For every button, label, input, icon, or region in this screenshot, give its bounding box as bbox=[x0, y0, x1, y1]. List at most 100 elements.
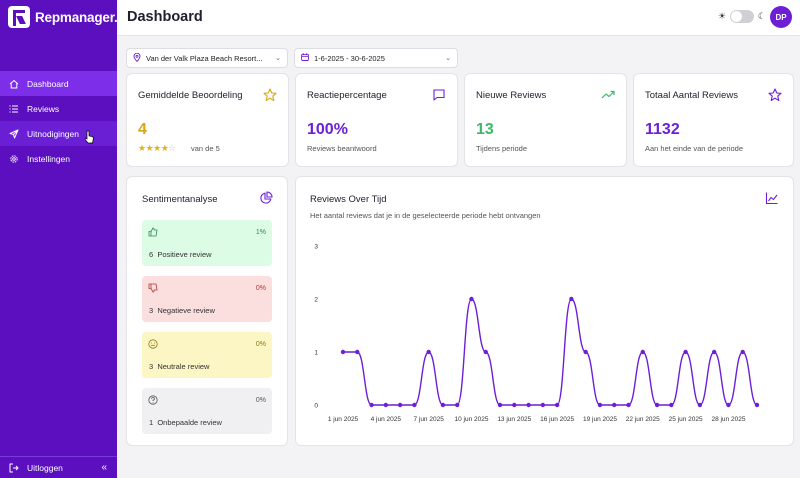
negative-review-box: 0% 3 Negatieve review bbox=[142, 276, 272, 322]
data-point[interactable] bbox=[683, 349, 688, 355]
response-rate-card: Reactiepercentage 100% Reviews beantwoor… bbox=[295, 73, 458, 167]
data-point[interactable] bbox=[526, 402, 531, 408]
logout-label: Uitloggen bbox=[27, 462, 63, 473]
trending-up-icon bbox=[601, 90, 615, 99]
data-point[interactable] bbox=[640, 349, 645, 355]
stat-sub: Reviews beantwoord bbox=[307, 144, 377, 153]
message-icon bbox=[433, 89, 445, 101]
thumbs-up-icon bbox=[148, 227, 158, 237]
undetermined-pct: 0% bbox=[255, 397, 266, 404]
sentiment-card: Sentimentanalyse 1% 6 Positieve review 0… bbox=[126, 176, 288, 446]
moon-icon: ☾ bbox=[757, 11, 766, 21]
negative-count: 3 bbox=[149, 306, 154, 315]
data-point[interactable] bbox=[540, 402, 546, 408]
stat-sub: van de 5 bbox=[191, 144, 220, 153]
y-tick-label: 2 bbox=[314, 297, 318, 304]
data-point[interactable] bbox=[340, 349, 346, 355]
y-tick-label: 3 bbox=[314, 244, 318, 251]
hotel-select-value: Van der Valk Plaza Beach Resort... bbox=[146, 53, 263, 63]
x-tick-label: 1 jun 2025 bbox=[328, 416, 359, 423]
data-point[interactable] bbox=[697, 402, 703, 408]
x-tick-label: 25 jun 2025 bbox=[669, 416, 703, 423]
reviews-over-time-card: Reviews Over Tijd Het aantal reviews dat… bbox=[295, 176, 794, 446]
data-point[interactable] bbox=[497, 402, 503, 408]
data-point[interactable] bbox=[455, 402, 460, 408]
neutral-label: Neutrale review bbox=[157, 362, 210, 371]
sidebar-item-instellingen[interactable]: Instellingen bbox=[0, 146, 117, 171]
x-tick-label: 13 jun 2025 bbox=[497, 416, 531, 423]
data-point[interactable] bbox=[383, 402, 389, 408]
star-icon bbox=[263, 88, 277, 102]
sidebar-item-label: Reviews bbox=[27, 103, 60, 114]
data-point[interactable] bbox=[483, 349, 488, 355]
undetermined-label-row: 1 Onbepaalde review bbox=[149, 418, 222, 427]
location-pin-icon bbox=[133, 52, 141, 64]
data-point[interactable] bbox=[369, 402, 374, 408]
data-point[interactable] bbox=[355, 349, 360, 355]
neutral-label-row: 3 Neutrale review bbox=[149, 362, 209, 371]
x-tick-label: 7 jun 2025 bbox=[413, 416, 444, 423]
data-point[interactable] bbox=[654, 402, 660, 408]
negative-pct: 0% bbox=[255, 285, 266, 292]
data-point[interactable] bbox=[440, 402, 446, 408]
chevron-down-icon: ⌄ bbox=[445, 55, 451, 62]
positive-label: Positieve review bbox=[157, 250, 212, 259]
data-point[interactable] bbox=[612, 402, 617, 408]
hotel-select[interactable]: Van der Valk Plaza Beach Resort... ⌄ bbox=[126, 48, 288, 68]
stat-sub: Tijdens periode bbox=[476, 144, 528, 153]
stat-title: Gemiddelde Beoordeling bbox=[138, 90, 243, 101]
data-point[interactable] bbox=[569, 296, 574, 302]
avatar[interactable]: DP bbox=[770, 6, 792, 28]
chart-title: Reviews Over Tijd bbox=[310, 194, 387, 205]
neutral-pct: 0% bbox=[255, 341, 266, 348]
positive-pct: 1% bbox=[255, 229, 266, 236]
page-title: Dashboard bbox=[127, 9, 203, 25]
data-point[interactable] bbox=[469, 296, 474, 302]
logout-button[interactable]: Uitloggen « bbox=[0, 456, 117, 478]
x-tick-label: 22 jun 2025 bbox=[626, 416, 660, 423]
data-point[interactable] bbox=[754, 402, 760, 408]
date-range-value: 1-6-2025 - 30-6-2025 bbox=[314, 53, 385, 63]
question-circle-icon bbox=[148, 395, 158, 405]
sidebar-item-uitnodigingen[interactable]: Uitnodigingen bbox=[0, 121, 117, 146]
negative-label: Negatieve review bbox=[157, 306, 215, 315]
send-icon bbox=[9, 129, 19, 139]
stat-value: 13 bbox=[476, 121, 494, 138]
sidebar-item-dashboard[interactable]: Dashboard bbox=[0, 71, 117, 96]
logout-icon bbox=[9, 463, 19, 473]
logo[interactable]: Repmanager.ai bbox=[8, 6, 129, 28]
reviews-line-chart: 0 1 2 3 1 jun 2025 4 jun 2025 7 jun 2025 10 jun… bbox=[314, 244, 760, 423]
data-point[interactable] bbox=[626, 402, 631, 408]
data-point[interactable] bbox=[740, 349, 745, 355]
new-reviews-card: Nieuwe Reviews 13 Tijdens periode bbox=[464, 73, 627, 167]
undetermined-count: 1 bbox=[149, 418, 154, 427]
theme-toggle[interactable] bbox=[729, 10, 754, 23]
sentiment-title: Sentimentanalyse bbox=[142, 194, 218, 205]
data-point[interactable] bbox=[412, 402, 417, 408]
positive-review-box: 1% 6 Positieve review bbox=[142, 220, 272, 266]
data-point[interactable] bbox=[397, 402, 403, 408]
series-line bbox=[343, 298, 758, 406]
stat-sub: Aan het einde van de periode bbox=[645, 144, 743, 153]
data-point[interactable] bbox=[583, 349, 588, 355]
avg-rating-card: Gemiddelde Beoordeling 4 ★★★★☆ van de 5 bbox=[126, 73, 289, 167]
data-point[interactable] bbox=[597, 402, 603, 408]
logo-text: Repmanager.ai bbox=[35, 9, 129, 25]
date-range-select[interactable]: 1-6-2025 - 30-6-2025 ⌄ bbox=[294, 48, 458, 68]
data-point[interactable] bbox=[669, 402, 674, 408]
chevrons-left-icon[interactable]: « bbox=[101, 462, 107, 473]
header: Dashboard ☀ ☾ DP bbox=[117, 0, 800, 36]
data-point[interactable] bbox=[554, 402, 560, 408]
stat-title: Reactiepercentage bbox=[307, 90, 387, 101]
data-point[interactable] bbox=[426, 349, 431, 355]
data-point[interactable] bbox=[726, 402, 731, 408]
mouse-cursor-icon bbox=[84, 130, 94, 144]
sidebar-item-reviews[interactable]: Reviews bbox=[0, 96, 117, 121]
sidebar-nav: Dashboard Reviews Uitnodigingen Instelli… bbox=[0, 71, 117, 171]
data-point[interactable] bbox=[711, 349, 717, 355]
data-point[interactable] bbox=[512, 402, 517, 408]
calendar-icon bbox=[301, 53, 309, 63]
neutral-face-icon bbox=[148, 339, 158, 349]
negative-label-row: 3 Negatieve review bbox=[149, 306, 215, 315]
y-tick-label: 0 bbox=[314, 403, 318, 410]
